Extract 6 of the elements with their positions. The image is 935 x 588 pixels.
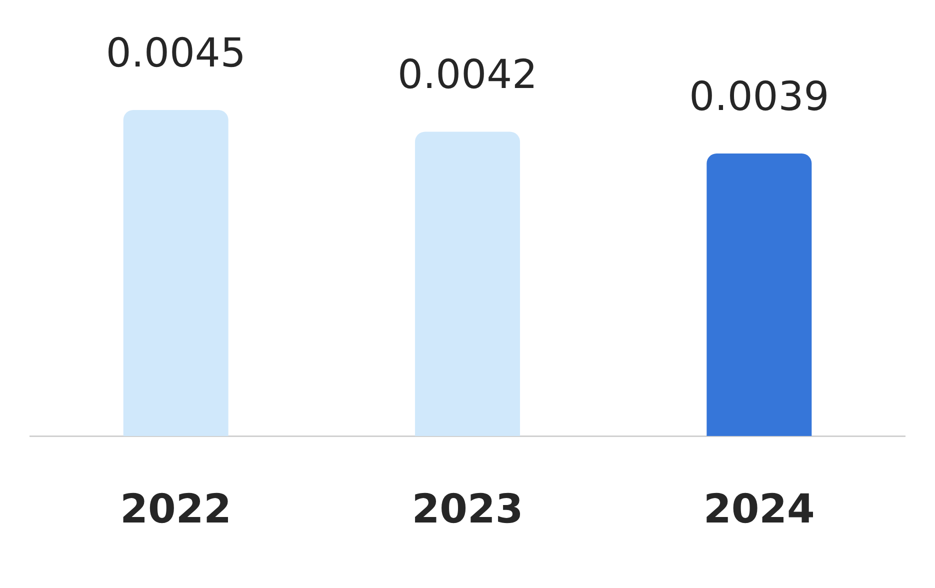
data-label: 0.0039 (689, 74, 830, 120)
x-tick-label: 2024 (704, 486, 815, 532)
x-tick-label: 2022 (120, 486, 232, 532)
data-label: 0.0045 (106, 30, 246, 76)
data-label: 0.0042 (398, 52, 538, 98)
x-tick-label: 2023 (412, 486, 524, 532)
